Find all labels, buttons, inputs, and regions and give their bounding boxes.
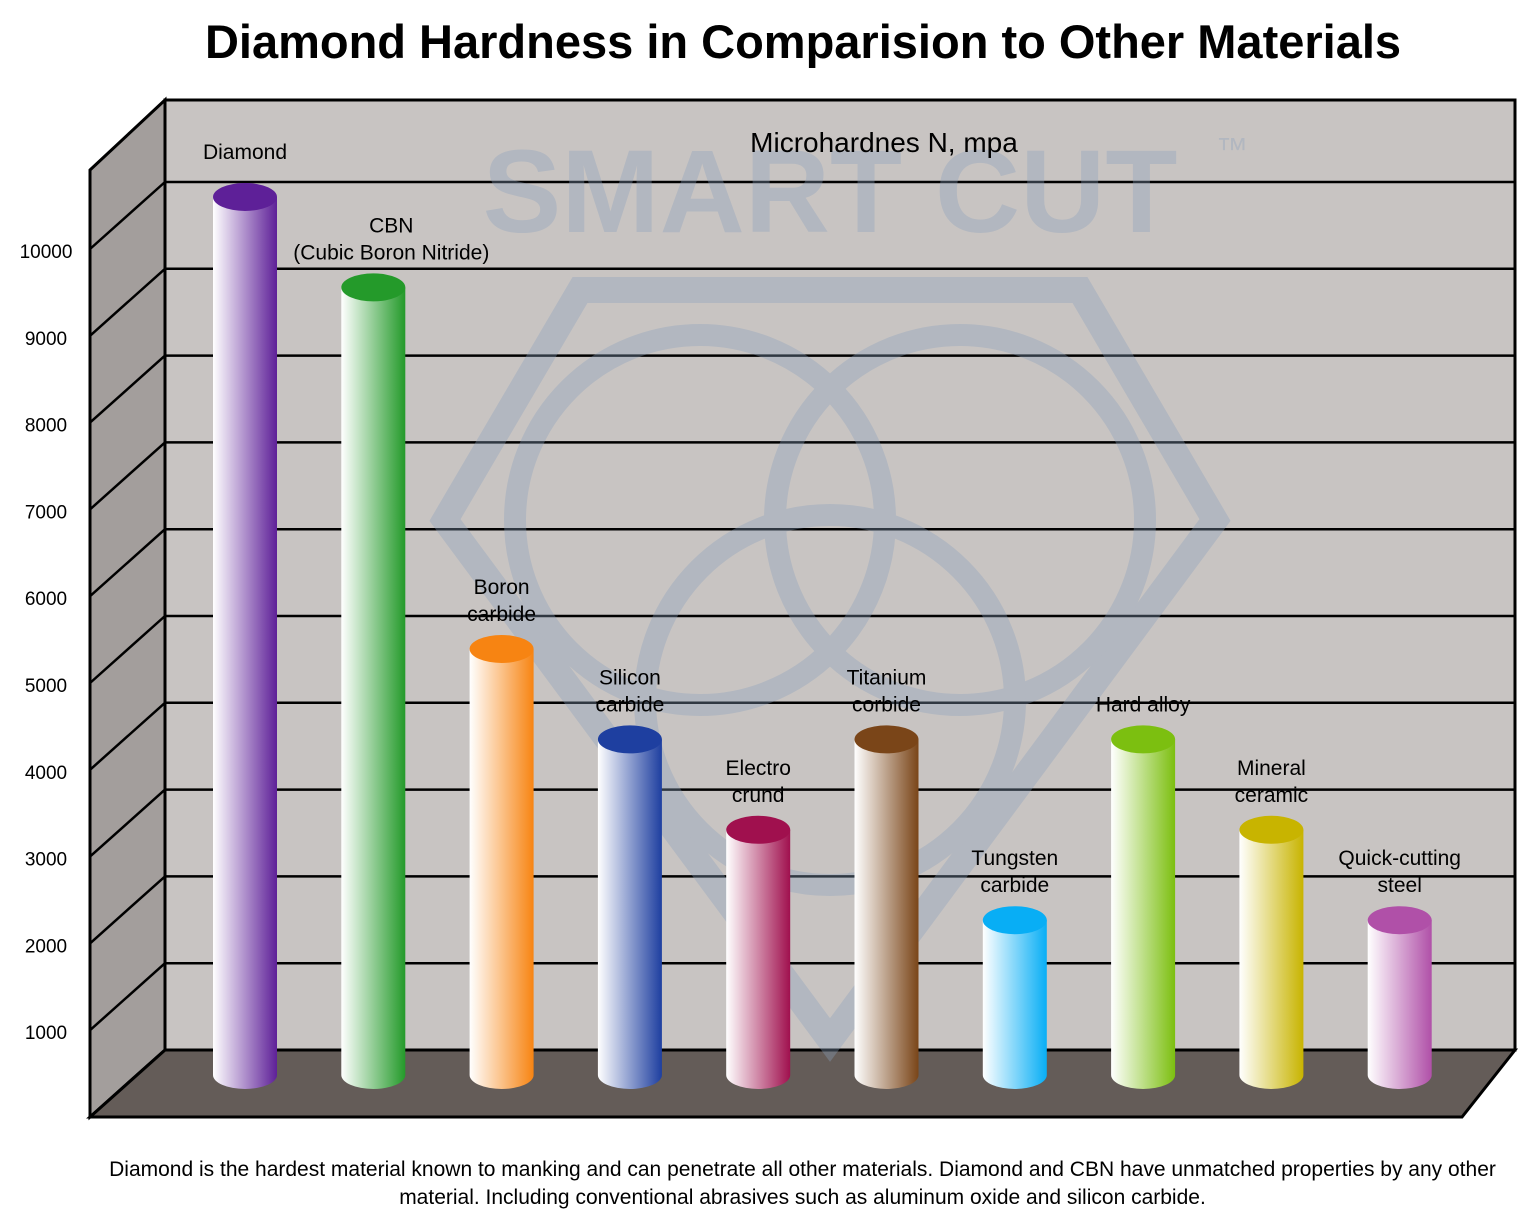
watermark-tm: ™ [1216, 131, 1248, 167]
bar [982, 920, 1047, 1089]
bar-label: Tungsten [971, 847, 1058, 870]
y-tick-label: 1000 [25, 1023, 67, 1044]
y-tick-label: 2000 [25, 936, 67, 957]
bar-group: Electro crund [726, 757, 791, 1090]
bar-top [213, 183, 277, 211]
chart-caption: Diamond is the hardest material known to… [109, 1158, 1496, 1209]
bar-top [341, 273, 406, 302]
circle-shape [504, 324, 896, 716]
bar [854, 739, 919, 1090]
bar-top [469, 635, 534, 663]
y-tick-label: 6000 [25, 589, 67, 610]
bar-label: carbide [980, 874, 1049, 897]
bar-label: corbide [852, 693, 921, 716]
bar-group: Quick-cutting steel [1338, 847, 1461, 1090]
bar [1111, 739, 1176, 1090]
bar-top [726, 815, 791, 844]
bar-group: Silicon carbide [595, 666, 664, 1090]
diamond-shape [429, 277, 1231, 1062]
bar-label: steel [1378, 874, 1422, 897]
gridline-side [89, 528, 166, 598]
bar-label: ceramic [1235, 784, 1309, 807]
y-tick-label: 7000 [25, 502, 67, 523]
circle-shape [634, 504, 1026, 896]
gridline-side [89, 701, 166, 771]
bar-label: Silicon [599, 666, 661, 689]
gridline-side [89, 354, 166, 424]
circle-shape [764, 324, 1156, 716]
watermark-logo: SMART CUT ™ [429, 126, 1248, 1062]
gridline-side [89, 875, 166, 945]
chart-title: Diamond Hardness in Comparision to Other… [204, 15, 1402, 68]
y-tick-label: 4000 [25, 763, 67, 784]
chart-subtitle: Microhardnes N, mpa [750, 127, 1018, 158]
bar-label: Boron [474, 576, 530, 599]
y-tick-label: 3000 [25, 850, 67, 871]
y-tick-label: 8000 [25, 416, 67, 437]
bar [1367, 920, 1432, 1090]
bar-group: Boron carbide [467, 576, 536, 1089]
bar-group: CBN (Cubic Boron Nitride) [293, 214, 489, 1090]
left-wall [88, 96, 167, 1121]
bar-top [854, 725, 919, 754]
bar-top [597, 725, 662, 754]
bar-group: Diamond [203, 141, 287, 1089]
bar-top [982, 906, 1047, 935]
bar-label: Diamond [203, 141, 287, 164]
bar-group: Mineral ceramic [1235, 757, 1309, 1090]
bar-label: Electro [726, 757, 791, 780]
watermark-text: SMART CUT [483, 126, 1178, 258]
y-tick-label: 5000 [25, 676, 67, 697]
bar-label: carbide [595, 693, 664, 716]
bar [341, 287, 406, 1090]
bar-label: Quick-cutting [1338, 847, 1461, 870]
y-tick-label: 10000 [20, 242, 73, 263]
bar-group: Titanium corbide [847, 666, 927, 1090]
gridline-side [89, 615, 166, 684]
bar [1239, 829, 1304, 1090]
gridline-side [89, 788, 166, 858]
bar-label: Hard alloy [1096, 693, 1191, 716]
bar-label: CBN [369, 214, 413, 237]
bar-label: Mineral [1237, 757, 1306, 780]
bar-top [1239, 815, 1304, 844]
bar-label: Titanium [847, 666, 927, 689]
gridline-side [89, 181, 166, 250]
gridline-side [89, 267, 166, 337]
bar-group: Hard alloy [1096, 693, 1191, 1090]
gridline-side [89, 962, 166, 1032]
y-tick-label: 9000 [25, 329, 67, 350]
gridline-side [89, 441, 166, 511]
bar [213, 197, 277, 1089]
bar-label: crund [732, 784, 785, 807]
bar-label: (Cubic Boron Nitride) [293, 241, 489, 264]
bar-group: Tungsten carbide [971, 847, 1058, 1089]
bar-top [1367, 906, 1432, 935]
bar [469, 649, 534, 1089]
bar [726, 829, 791, 1090]
bar-top [1111, 725, 1176, 754]
bar [597, 739, 662, 1090]
bar-label: carbide [467, 603, 536, 626]
